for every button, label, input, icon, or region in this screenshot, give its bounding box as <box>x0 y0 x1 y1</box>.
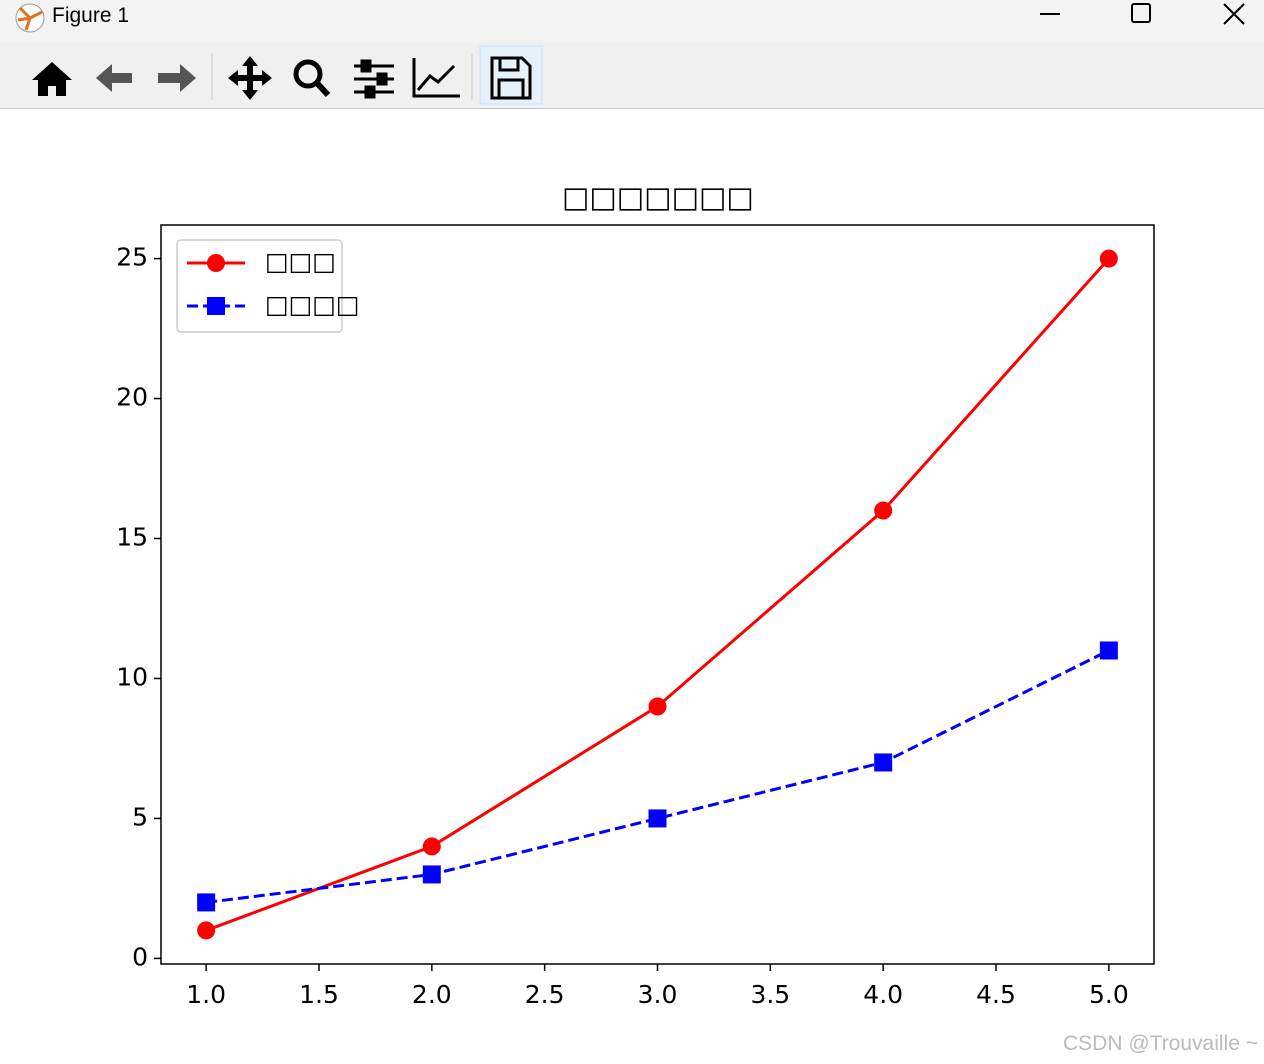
y-tick-label: 25 <box>116 243 148 272</box>
save-highlight <box>479 45 543 105</box>
marker <box>648 809 667 828</box>
x-tick-label: 4.5 <box>976 980 1016 1009</box>
marker <box>874 501 893 520</box>
y-tick-label: 5 <box>132 802 148 831</box>
x-tick-label: 3.0 <box>638 980 678 1009</box>
x-tick-label: 3.5 <box>750 980 790 1009</box>
back-button[interactable] <box>96 64 132 92</box>
window-title: Figure 1 <box>52 4 130 27</box>
x-tick-label: 1.0 <box>186 980 226 1009</box>
marker <box>1099 641 1118 660</box>
y-tick-label: 15 <box>116 523 148 552</box>
edit-axis-button[interactable] <box>412 58 460 98</box>
configure-button[interactable] <box>354 59 394 99</box>
save-button[interactable] <box>490 56 532 100</box>
legend-marker <box>207 254 225 272</box>
close-button[interactable] <box>1223 3 1245 25</box>
marker <box>422 865 441 884</box>
series-line <box>205 257 1110 932</box>
watermark: CSDN @Trouvaille ~ <box>1062 1032 1258 1055</box>
marker <box>197 893 216 912</box>
pan-button[interactable] <box>228 56 272 100</box>
home-button[interactable] <box>32 62 72 96</box>
forward-button[interactable] <box>158 64 196 92</box>
zoom-button[interactable] <box>293 59 331 98</box>
x-tick-label: 1.5 <box>299 980 339 1009</box>
legend-label: □□□ <box>265 247 336 276</box>
toolbar-icons <box>32 45 543 105</box>
toolbar <box>0 42 1264 109</box>
title-bar: Figure 1 <box>0 0 1264 42</box>
x-tick-label: 4.0 <box>863 980 903 1009</box>
marker <box>197 921 216 940</box>
app-icon <box>15 3 45 33</box>
legend: □□□□□□□ <box>176 239 359 333</box>
series-line <box>205 649 1110 904</box>
x-tick-label: 5.0 <box>1089 980 1129 1009</box>
legend-marker <box>207 297 225 315</box>
chart-title: □□□□□□□ <box>562 180 754 214</box>
marker <box>422 837 441 856</box>
y-tick-label: 20 <box>116 383 148 412</box>
maximize-button[interactable] <box>1131 3 1151 23</box>
legend-label: □□□□ <box>265 290 359 319</box>
x-tick-label: 2.0 <box>412 980 452 1009</box>
x-tick-label: 2.5 <box>525 980 565 1009</box>
window-controls <box>1040 3 1245 25</box>
plot-frame <box>160 224 1155 965</box>
marker <box>1099 249 1118 268</box>
y-tick-label: 10 <box>116 662 148 691</box>
marker <box>874 753 893 772</box>
marker <box>648 697 667 716</box>
y-tick-label: 0 <box>132 942 148 971</box>
